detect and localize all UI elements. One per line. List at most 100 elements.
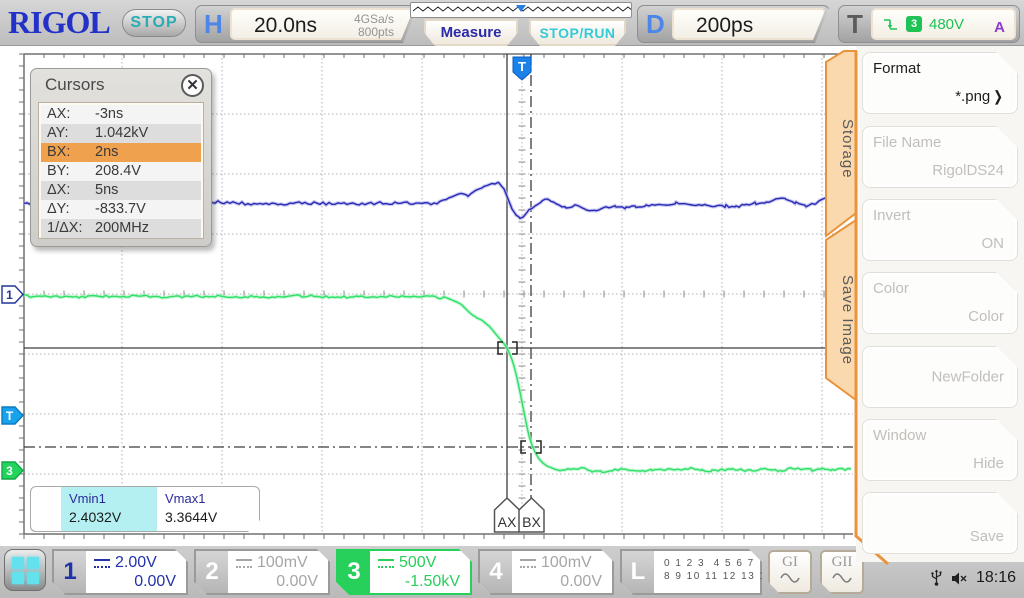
- channel-3-status[interactable]: 3 500V -1.50kV: [336, 549, 472, 595]
- channel-3-position-marker[interactable]: [1, 461, 24, 480]
- channel-offset: -1.50kV: [404, 573, 460, 590]
- menu-value: *.png: [955, 88, 991, 105]
- menu-label: Invert: [873, 207, 911, 224]
- channel-scale: 500V: [399, 554, 437, 571]
- measurement-value: 2.4032V: [69, 509, 122, 525]
- trigger-position-triangle[interactable]: [516, 5, 526, 12]
- cursor-label: ΔY:: [47, 201, 70, 217]
- cursor-row-by: BY: 208.4V: [41, 162, 201, 181]
- cursor-value: 208.4V: [95, 163, 141, 179]
- menu-grid-square: [11, 571, 24, 584]
- close-icon[interactable]: ✕: [181, 74, 204, 97]
- channel-4-status[interactable]: 4 100mV 0.00V: [478, 549, 614, 595]
- measurement-name: Vmax1: [165, 491, 206, 506]
- cursor-value: -833.7V: [95, 201, 146, 217]
- cursor-value: 200MHz: [95, 220, 149, 236]
- tab-save-image-label[interactable]: Save Image: [839, 274, 856, 366]
- run-state-indicator: STOP: [122, 9, 186, 37]
- trigger-position-marker[interactable]: [512, 56, 532, 81]
- trigger-block[interactable]: T 3 480V A: [838, 5, 1020, 43]
- system-status-icons: 18:16: [930, 564, 1016, 592]
- menu-button-format[interactable]: Format *.png ❭: [862, 52, 1018, 114]
- cursors-panel[interactable]: Cursors ✕ AX: -3ns AY: 1.042kV BX: 2ns BY: 2…: [30, 68, 212, 247]
- horizontal-label: H: [204, 9, 223, 39]
- top-status-bar: RIGOL STOP H 20.0ns 4GSa/s 800pts Measur…: [0, 0, 1024, 46]
- cursor-value: 5ns: [95, 182, 119, 198]
- cursor-bx-handle-text: BX: [522, 514, 541, 530]
- menu-label: Color: [873, 280, 909, 297]
- logic-digits-row1: 0 1 2 3 4 5 6 7: [664, 558, 755, 569]
- ch3-trace: [24, 294, 852, 474]
- delay-label: D: [646, 9, 665, 39]
- horizontal-timebase-block[interactable]: H 20.0ns 4GSa/s 800pts: [195, 5, 418, 43]
- channel-status-bar: 1 2.00V 0.00V 2 100mV 0.00V 3 500V -1.50…: [0, 546, 1024, 598]
- cursor-ax-handle-text: AX: [498, 514, 517, 530]
- dc-coupling-icon: [236, 559, 252, 568]
- channel-number: 1: [54, 551, 86, 593]
- timebase-value: 20.0ns: [254, 14, 318, 37]
- usb-icon: [931, 569, 942, 586]
- generator-1-button[interactable]: GI: [768, 550, 812, 594]
- cursors-panel-title: Cursors: [45, 75, 105, 94]
- menu-button-file-name[interactable]: File Name RigolDS24: [862, 126, 1018, 188]
- cursor-bx-handle[interactable]: [518, 496, 545, 533]
- channel-offset: 0.00V: [276, 573, 318, 590]
- menu-button-new-folder[interactable]: NewFolder: [862, 346, 1018, 408]
- menu-button-color[interactable]: Color Color: [862, 272, 1018, 334]
- channel-number: 4: [480, 551, 512, 593]
- menu-value: ON: [981, 235, 1004, 252]
- cursor-row-dy: ΔY: -833.7V: [41, 200, 201, 219]
- cursor-b-cross-left: [520, 440, 526, 454]
- cursor-label: AX:: [47, 106, 71, 122]
- delay-value: 200ps: [696, 14, 754, 37]
- cursor-row-bx-selected[interactable]: BX: 2ns: [41, 143, 201, 162]
- channel-number: 3: [338, 551, 370, 593]
- cursor-row-ax: AX: -3ns: [41, 105, 201, 124]
- logic-label: L: [622, 551, 654, 593]
- waveform-position-bar[interactable]: [410, 2, 632, 18]
- channel-1-position-marker[interactable]: [1, 285, 24, 304]
- channel-1-status[interactable]: 1 2.00V 0.00V: [52, 549, 188, 595]
- menu-grid-button[interactable]: [4, 549, 46, 591]
- cursor-label: 1/ΔX:: [47, 220, 83, 236]
- channel-scale: 2.00V: [115, 554, 157, 571]
- stop-run-button[interactable]: STOP/RUN: [529, 19, 626, 46]
- mute-speaker-icon: [951, 572, 967, 584]
- sine-wave-icon: [779, 572, 801, 583]
- measurement-vmax[interactable]: Vmax1 3.3644V: [157, 487, 253, 531]
- sidebar-tabs-svg: [825, 50, 889, 566]
- trigger-level-marker[interactable]: [1, 406, 24, 425]
- sidebar-orange-border: [854, 51, 889, 566]
- channel-2-status[interactable]: 2 100mV 0.00V: [194, 549, 330, 595]
- measurement-vmin[interactable]: Vmin1 2.4032V: [61, 487, 157, 531]
- trigger-level-value: 480V: [929, 15, 965, 33]
- cursor-a-cross-left: [497, 341, 503, 355]
- channel-scale: 100mV: [257, 554, 308, 571]
- menu-button-save[interactable]: Save: [862, 492, 1018, 554]
- generator-label: GII: [831, 554, 853, 570]
- generator-label: GI: [782, 554, 798, 570]
- measurement-results-box: Vmin1 2.4032V Vmax1 3.3644V: [30, 486, 260, 532]
- menu-value: Color: [968, 308, 1004, 325]
- cursor-value: 1.042kV: [95, 125, 149, 141]
- measurement-name: Vmin1: [69, 491, 106, 506]
- menu-label: File Name: [873, 134, 942, 151]
- tab-storage-label[interactable]: Storage: [839, 118, 856, 179]
- sine-wave-icon: [831, 572, 853, 583]
- system-clock: 18:16: [975, 569, 1016, 586]
- menu-button-invert[interactable]: Invert ON: [862, 199, 1018, 261]
- trigger-mode: A: [994, 19, 1005, 36]
- menu-value: NewFolder: [931, 368, 1004, 386]
- cursor-row-freq: 1/ΔX: 200MHz: [41, 219, 201, 238]
- memory-depth-value: 800pts: [357, 25, 394, 39]
- generator-2-button[interactable]: GII: [820, 550, 864, 594]
- channel-1-position-marker-text: 1: [6, 288, 13, 302]
- menu-button-window[interactable]: Window Hide: [862, 419, 1018, 481]
- delay-block[interactable]: D 200ps: [637, 5, 830, 43]
- menu-label: Window: [873, 427, 927, 444]
- measure-button[interactable]: Measure: [424, 19, 518, 46]
- trigger-position-marker-text: T: [518, 59, 526, 74]
- dc-coupling-icon: [94, 559, 110, 568]
